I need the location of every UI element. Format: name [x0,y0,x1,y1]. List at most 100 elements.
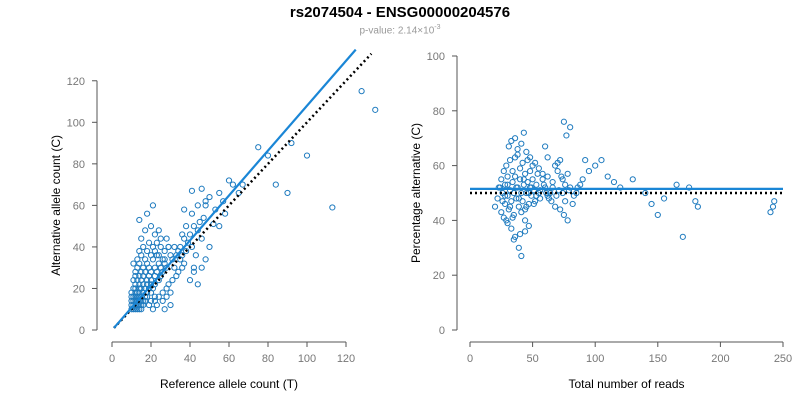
data-point [225,177,233,184]
x-axis-title: Total number of reads [568,377,684,391]
data-point [499,198,506,205]
data-point [132,285,139,292]
data-point [533,181,540,188]
data-point [194,281,201,288]
data-point [130,260,137,267]
data-point [648,200,655,208]
reference-dotted-line [113,52,373,329]
data-point [521,217,529,224]
data-point [520,129,527,136]
data-point [510,236,517,243]
data-point [679,233,686,240]
data-point [147,223,155,230]
data-point [545,195,552,202]
data-point [179,252,186,259]
data-point [202,198,209,205]
y-tick-label: 120 [67,76,85,88]
data-point [569,200,576,208]
data-point [128,293,135,300]
y-tick-label: 40 [433,215,445,227]
data-point [200,214,207,221]
data-point [557,206,564,213]
data-point [264,152,272,159]
data-point [136,216,143,224]
data-point [157,243,164,251]
data-point [660,195,668,202]
data-point [500,167,507,175]
data-point [523,203,530,210]
data-point [525,222,532,229]
data-point [169,277,176,284]
data-point [491,203,499,210]
data-point [565,187,573,194]
x-tick-label: 150 [649,353,667,365]
y-tick-label: 40 [73,242,85,254]
data-point [149,202,157,209]
y-tick-label: 100 [427,51,445,63]
data-point [157,264,164,271]
data-point [574,184,581,191]
data-point [147,252,155,259]
x-tick-label: 0 [109,353,115,365]
data-point [579,176,586,183]
data-point [167,289,174,296]
data-point [161,247,168,255]
data-point [503,162,510,169]
data-point [585,167,593,175]
data-point [598,157,605,164]
data-point [190,268,197,275]
data-point [163,235,170,242]
data-point [161,256,168,263]
data-point [558,173,565,180]
data-point [171,243,178,251]
data-point [564,170,571,177]
data-point [190,264,197,271]
data-point [194,202,201,209]
data-point [604,173,611,180]
data-point [206,243,213,251]
y-tick-label: 80 [433,106,445,118]
data-point [686,184,693,191]
data-point [511,173,519,180]
data-point [198,264,205,271]
data-point [521,170,529,177]
x-tick-label: 40 [184,353,196,365]
data-point [549,178,556,186]
data-point [142,256,149,263]
data-point [570,192,578,199]
data-point [526,154,534,161]
data-point [506,203,514,210]
data-point [175,268,182,275]
chart-title: rs2074504 - ENSG00000204576 [289,4,511,21]
data-point [508,198,515,205]
y-tick-label: 20 [73,283,85,295]
data-point [272,181,279,188]
data-point [540,181,547,188]
data-point [186,231,194,238]
percentage-alternative-scatter-chart: 0 50 100 150 200 250 Total number of reads 0 20 4… [409,51,792,391]
data-point [523,148,530,155]
data-point [329,204,336,211]
data-point [560,118,567,125]
data-point [673,181,680,188]
data-point [554,159,561,166]
x-tick-label: 20 [145,353,157,365]
data-point [136,247,143,255]
y-tick-label: 60 [433,161,445,173]
data-point [532,159,539,166]
data-point [144,281,151,288]
data-point [516,165,524,172]
data-point [229,181,236,188]
data-point [528,184,535,191]
data-point [202,202,209,209]
data-point [216,189,223,197]
x-tick-label: 80 [262,353,274,365]
data-point [184,239,192,246]
data-point [161,306,168,313]
data-point [132,272,139,280]
data-point [153,239,160,246]
data-point [515,203,522,210]
data-point [192,252,199,259]
data-point [206,193,213,201]
data-point [167,301,174,309]
